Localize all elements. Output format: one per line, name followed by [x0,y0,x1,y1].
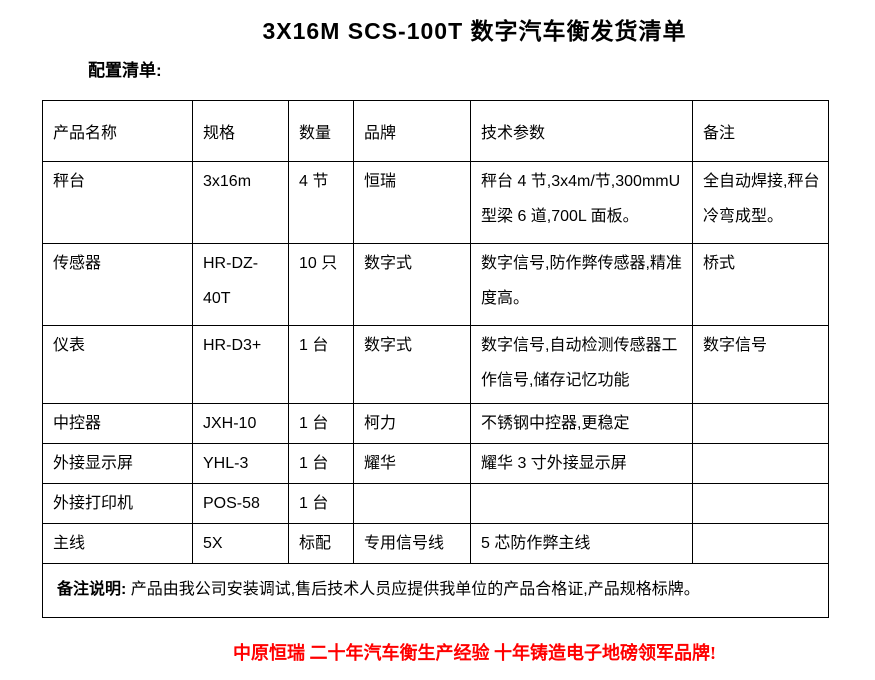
cell-brand: 恒瑞 [353,161,471,244]
cell-spec: 3x16m [192,161,289,244]
cell-quantity: 4 节 [288,161,354,244]
cell-remarks: 桥式 [692,243,829,326]
table-note-row: 备注说明: 产品由我公司安装调试,售后技术人员应提供我单位的产品合格证,产品规格… [42,563,829,618]
cell-quantity: 1 台 [288,325,354,404]
note-text: 产品由我公司安装调试,售后技术人员应提供我单位的产品合格证,产品规格标牌。 [130,581,700,599]
table-header-row: 产品名称 规格 数量 品牌 技术参数 备注 [42,100,829,162]
cell-remarks [692,523,829,564]
cell-product-name: 中控器 [42,403,193,444]
table-row-indicator: 仪表 HR-D3+ 1 台 数字式 数字信号,自动检测传感器工作信号,储存记忆功… [42,325,829,404]
column-header-remarks: 备注 [692,100,829,162]
cell-quantity: 10 只 [288,243,354,326]
cell-brand: 专用信号线 [353,523,471,564]
column-header-spec: 规格 [192,100,289,162]
cell-remarks [692,443,829,484]
cell-product-name: 秤台 [42,161,193,244]
column-header-tech-params: 技术参数 [470,100,693,162]
table-row-sensor: 传感器 HR-DZ-40T 10 只 数字式 数字信号,防作弊传感器,精准度高。… [42,243,829,326]
brand-slogan: 中原恒瑞 二十年汽车衡生产经验 十年铸造电子地磅领军品牌! [233,643,716,663]
column-header-product-name: 产品名称 [42,100,193,162]
cell-tech-params: 耀华 3 寸外接显示屏 [470,443,693,484]
column-header-quantity: 数量 [288,100,354,162]
cell-tech-params: 5 芯防作弊主线 [470,523,693,564]
cell-remarks [692,483,829,524]
cell-product-name: 主线 [42,523,193,564]
cell-tech-params: 秤台 4 节,3x4m/节,300mmU 型梁 6 道,700L 面板。 [470,161,693,244]
cell-quantity: 标配 [288,523,354,564]
cell-quantity: 1 台 [288,483,354,524]
cell-product-name: 仪表 [42,325,193,404]
cell-spec: YHL-3 [192,443,289,484]
cell-remarks [692,403,829,444]
cell-product-name: 外接显示屏 [42,443,193,484]
table-row-junction-controller: 中控器 JXH-10 1 台 柯力 不锈钢中控器,更稳定 [42,403,829,444]
cell-brand: 耀华 [353,443,471,484]
cell-spec: 5X [192,523,289,564]
cell-quantity: 1 台 [288,403,354,444]
note-label: 备注说明: [57,581,127,599]
page-title: 3X16M SCS-100T 数字汽车衡发货清单 [262,18,687,44]
cell-quantity: 1 台 [288,443,354,484]
cell-brand: 数字式 [353,325,471,404]
table-row-weighbridge: 秤台 3x16m 4 节 恒瑞 秤台 4 节,3x4m/节,300mmU 型梁 … [42,161,829,244]
column-header-brand: 品牌 [353,100,471,162]
cell-remarks: 数字信号 [692,325,829,404]
cell-brand: 数字式 [353,243,471,326]
cell-spec: HR-DZ-40T [192,243,289,326]
cell-brand [353,483,471,524]
cell-product-name: 传感器 [42,243,193,326]
cell-remarks: 全自动焊接,秤台冷弯成型。 [692,161,829,244]
config-list-label: 配置清单: [88,61,162,80]
cell-tech-params: 数字信号,防作弊传感器,精准度高。 [470,243,693,326]
cell-spec: JXH-10 [192,403,289,444]
table-row-external-printer: 外接打印机 POS-58 1 台 [42,483,829,524]
cell-spec: HR-D3+ [192,325,289,404]
table-row-main-cable: 主线 5X 标配 专用信号线 5 芯防作弊主线 [42,523,829,564]
table-row-external-display: 外接显示屏 YHL-3 1 台 耀华 耀华 3 寸外接显示屏 [42,443,829,484]
shipping-list-table: 产品名称 规格 数量 品牌 技术参数 备注 秤台 3x16m 4 节 恒瑞 秤台… [42,100,829,618]
cell-tech-params: 数字信号,自动检测传感器工作信号,储存记忆功能 [470,325,693,404]
cell-brand: 柯力 [353,403,471,444]
cell-product-name: 外接打印机 [42,483,193,524]
cell-spec: POS-58 [192,483,289,524]
note-cell: 备注说明: 产品由我公司安装调试,售后技术人员应提供我单位的产品合格证,产品规格… [42,563,829,618]
cell-tech-params: 不锈钢中控器,更稳定 [470,403,693,444]
cell-tech-params [470,483,693,524]
